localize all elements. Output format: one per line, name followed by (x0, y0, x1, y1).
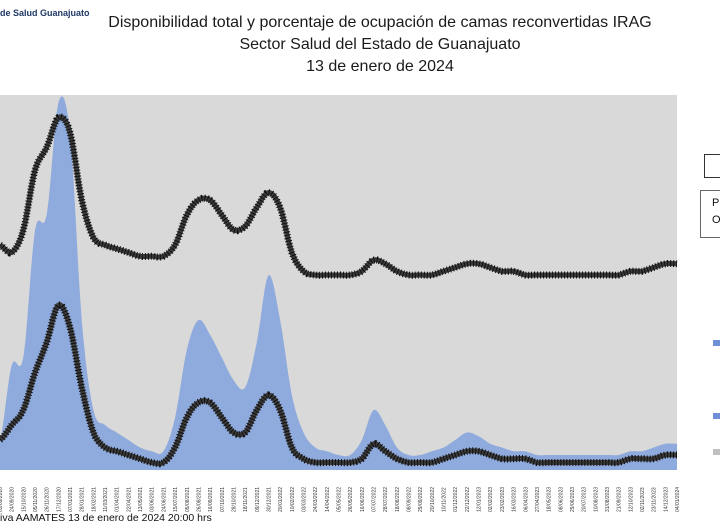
x-tick-label: 20/01/2022 (278, 487, 284, 512)
chart-date: 13 de enero de 2024 (306, 58, 454, 75)
x-tick-label: 01/12/2022 (453, 487, 459, 512)
legend-text-p: P (712, 197, 720, 209)
x-tick-label: 22/12/2022 (465, 487, 471, 512)
x-tick-label: 05/11/2020 (33, 487, 39, 512)
x-tick-label: 24/06/2021 (161, 487, 167, 512)
x-tick-label: 18/05/2023 (547, 487, 553, 512)
x-tick-label: 07/07/2022 (372, 487, 378, 512)
legend-box-top (704, 154, 720, 178)
legend-text-o: O (712, 214, 720, 226)
x-tick-label: 18/08/2022 (395, 487, 401, 512)
x-tick-label: 18/11/2021 (243, 487, 249, 512)
x-tick-label: 13/05/2021 (138, 487, 144, 512)
x-tick-label: 07/01/2021 (68, 487, 74, 512)
x-tick-label: 09/12/2021 (255, 487, 261, 512)
x-tick-label: 26/08/2021 (196, 487, 202, 512)
chart-subtitle: Sector Salud del Estado de Guanajuato (239, 36, 521, 53)
x-tick-label: 03/03/2022 (301, 487, 307, 512)
x-tick-label: 22/04/2021 (126, 487, 132, 512)
x-tick-label: 27/04/2023 (535, 487, 541, 512)
x-tick-label: 28/01/2021 (80, 487, 86, 512)
x-tick-label: 16/03/2023 (512, 487, 518, 512)
x-tick-label: 23/11/2023 (652, 487, 658, 512)
x-tick-label: 14/04/2022 (325, 487, 331, 512)
x-tick-label: 12/10/2023 (628, 487, 634, 512)
x-tick-label: 05/05/2022 (337, 487, 343, 512)
x-tick-label: 15/07/2021 (173, 487, 179, 512)
x-tick-label: 04/01/2024 (675, 487, 681, 512)
x-tick-label: 08/06/2023 (558, 487, 564, 512)
x-tick-label: 28/10/2021 (231, 487, 237, 512)
x-tick-label: 24/03/2022 (313, 487, 319, 512)
x-tick-label: 23/02/2023 (500, 487, 506, 512)
x-tick-label: 30/12/2021 (266, 487, 272, 512)
x-tick-label: 16/09/2021 (208, 487, 214, 512)
x-tick-label: 12/01/2023 (477, 487, 483, 512)
lines-layer (0, 113, 678, 468)
x-tick-label: 15/10/2020 (21, 487, 27, 512)
x-tick-label: 29/06/2023 (570, 487, 576, 512)
chart-title: Disponibilidad total y porcentaje de ocu… (108, 14, 652, 31)
x-tick-label: 16/06/2022 (360, 487, 366, 512)
chart-title-block: Disponibilidad total y porcentaje de ocu… (100, 12, 660, 78)
lower-line-series-markers (0, 301, 677, 468)
x-tick-label: 26/11/2020 (45, 487, 51, 512)
x-tick-label: 05/08/2021 (185, 487, 191, 512)
x-tick-label: 14/12/2023 (663, 487, 669, 512)
x-tick-label: 03/06/2021 (150, 487, 156, 512)
x-tick-label: 07/10/2021 (220, 487, 226, 512)
x-tick-label: 29/09/2022 (418, 487, 424, 512)
corner-label: de Salud Guanajuato (0, 8, 90, 18)
x-tick-label: 31/08/2023 (605, 487, 611, 512)
x-tick-label: 11/03/2021 (103, 487, 109, 512)
x-tick-label: 24/09/2020 (10, 487, 16, 512)
legend-marker (713, 340, 720, 346)
plot-background (0, 95, 677, 470)
legend-box (700, 190, 720, 238)
x-tick-label: 10/11/2022 (442, 487, 448, 512)
x-tick-label: 21/09/2023 (617, 487, 623, 512)
legend-markers (713, 340, 720, 455)
x-tick-label: 03/09/2020 (0, 487, 4, 512)
source-footnote: iva AAMATES 13 de enero de 2024 20:00 hr… (0, 512, 212, 524)
x-tick-label: 18/02/2021 (91, 487, 97, 512)
x-tick-label: 26/05/2022 (348, 487, 354, 512)
x-tick-labels: 03/09/2020 24/09/2020 15/10/2020 05/11/2020… (0, 487, 681, 512)
legend-marker (713, 413, 720, 419)
legend-marker (713, 449, 720, 455)
x-tick-label: 06/04/2023 (523, 487, 529, 512)
x-tick-label: 10/08/2023 (593, 487, 599, 512)
x-tick-label: 20/10/2022 (430, 487, 436, 512)
x-tick-label: 08/09/2022 (407, 487, 413, 512)
x-tick-label: 01/04/2021 (115, 487, 121, 512)
x-tick-label: 02/11/2023 (640, 487, 646, 512)
x-tick-label: 17/12/2020 (56, 487, 62, 512)
x-tick-label: 10/02/2022 (290, 487, 296, 512)
x-tick-label: 20/07/2023 (582, 487, 588, 512)
x-tick-label: 02/02/2023 (488, 487, 494, 512)
upper-line-series-markers (0, 113, 678, 279)
x-tick-label: 28/07/2022 (383, 487, 389, 512)
